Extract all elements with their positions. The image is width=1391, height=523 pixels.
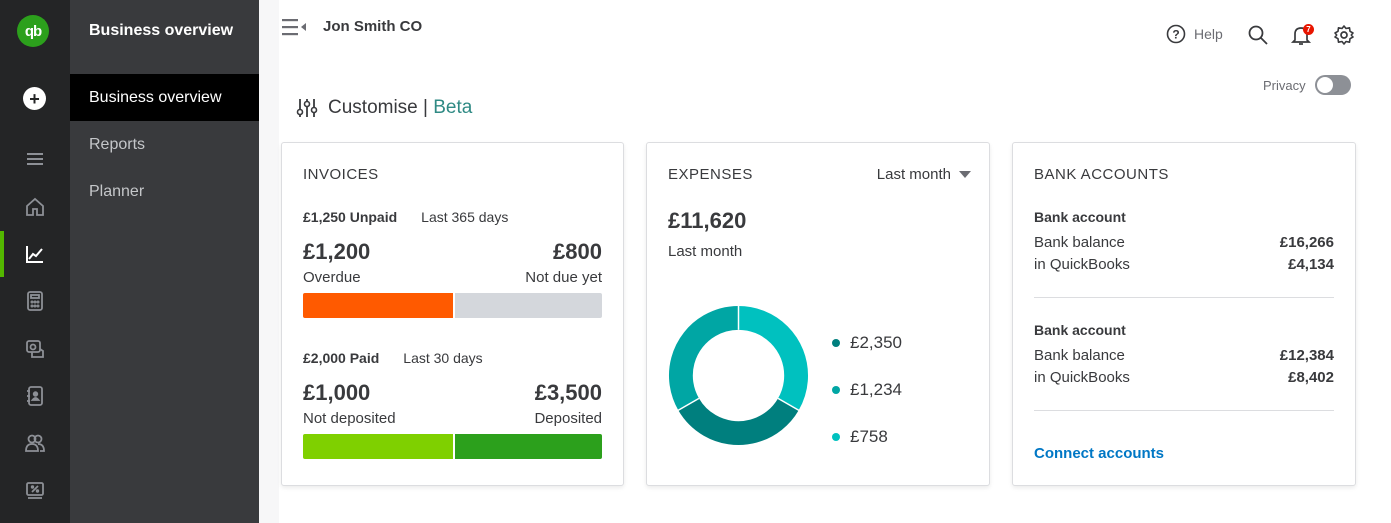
unpaid-bar[interactable]: [303, 293, 602, 318]
card-title: EXPENSES: [668, 166, 753, 183]
sliders-icon: [296, 99, 318, 117]
not-due-segment[interactable]: [454, 293, 602, 318]
not-deposited-segment[interactable]: [303, 434, 453, 459]
overdue-segment[interactable]: [303, 293, 453, 318]
donut-legend: £2,350 £1,234 £758: [832, 319, 902, 460]
expenses-total-label: Last month: [668, 243, 743, 260]
privacy-control: Privacy: [1263, 75, 1351, 95]
legend-value: £2,350: [850, 332, 902, 352]
users-icon[interactable]: [0, 420, 70, 466]
qb-balance-label: in QuickBooks: [1034, 369, 1130, 386]
content-gutter: [259, 0, 279, 523]
legend-item: £1,234: [832, 366, 902, 413]
card-title: INVOICES: [303, 166, 379, 183]
expenses-donut-chart[interactable]: [667, 304, 810, 447]
chart-icon[interactable]: [0, 231, 70, 277]
subnav-item-reports[interactable]: Reports: [89, 135, 146, 153]
deposited-label: Deposited: [534, 410, 602, 427]
paid-period: Last 30 days: [403, 350, 483, 366]
bank-accounts-card[interactable]: BANK ACCOUNTS Bank account Bank balance …: [1012, 142, 1356, 486]
legend-item: £758: [832, 413, 902, 460]
bank-balance-row: Bank balance £12,384: [1034, 347, 1334, 364]
bank-balance-row: Bank balance £16,266: [1034, 234, 1334, 251]
notification-badge: 7: [1303, 24, 1314, 35]
help-icon: ?: [1166, 24, 1186, 44]
qb-balance-value: £4,134: [1288, 256, 1334, 273]
secondary-nav: Business overview Business overview Repo…: [70, 0, 259, 523]
quickbooks-logo[interactable]: qb: [17, 15, 49, 47]
period-value: Last month: [876, 166, 951, 183]
contacts-icon[interactable]: [0, 373, 70, 419]
search-icon[interactable]: [1247, 24, 1269, 46]
paid-summary: £2,000 Paid: [303, 350, 380, 366]
qb-balance-row: in QuickBooks £8,402: [1034, 369, 1334, 386]
subnav-item-business-overview[interactable]: Business overview: [70, 74, 259, 121]
connect-accounts-link[interactable]: Connect accounts: [1034, 445, 1165, 462]
caret-down-icon: [959, 171, 971, 178]
tax-icon[interactable]: [0, 468, 70, 514]
deposited-amount: £3,500: [534, 380, 602, 405]
beta-label: Beta: [433, 97, 473, 118]
receipt-icon[interactable]: [0, 326, 70, 372]
period-dropdown[interactable]: Last month: [877, 166, 971, 183]
help-label: Help: [1194, 26, 1223, 42]
new-button[interactable]: +: [23, 87, 46, 110]
unpaid-period: Last 365 days: [421, 209, 509, 225]
legend-item: £2,350: [832, 319, 902, 366]
toggle-knob: [1315, 76, 1334, 94]
nav-section-title: Business overview: [89, 22, 234, 39]
privacy-toggle[interactable]: [1314, 75, 1351, 95]
legend-dot: [832, 338, 840, 347]
collapse-menu-icon[interactable]: [281, 17, 309, 37]
overdue-amount: £1,200: [303, 239, 371, 264]
not-deposited-label: Not deposited: [303, 410, 396, 427]
company-name: Jon Smith CO: [323, 18, 423, 35]
help-button[interactable]: ? Help: [1166, 24, 1223, 44]
qb-balance-row: in QuickBooks £4,134: [1034, 256, 1334, 273]
bank-balance-value: £16,266: [1279, 234, 1334, 251]
legend-dot: [832, 432, 840, 441]
account-name[interactable]: Bank account: [1034, 322, 1126, 338]
divider: [1034, 410, 1334, 411]
main-content: Jon Smith CO ? Help 7 Privacy Customise …: [259, 0, 1391, 523]
home-icon[interactable]: [0, 184, 70, 230]
privacy-label: Privacy: [1263, 77, 1306, 93]
customise-label: Customise: [328, 97, 418, 118]
svg-text:?: ?: [1172, 28, 1179, 42]
not-deposited-amount: £1,000: [303, 380, 371, 405]
legend-value: £1,234: [850, 379, 902, 399]
icon-rail: qb +: [0, 0, 70, 523]
invoices-card[interactable]: INVOICES £1,250 Unpaid Last 365 days £1,…: [281, 142, 624, 486]
overdue-label: Overdue: [303, 269, 361, 286]
legend-dot: [832, 385, 840, 394]
qb-balance-value: £8,402: [1288, 369, 1334, 386]
divider: [1034, 297, 1334, 298]
gear-icon[interactable]: [1333, 24, 1355, 46]
paid-bar[interactable]: [303, 434, 602, 459]
not-due-amount: £800: [553, 239, 602, 264]
expenses-total: £11,620: [668, 208, 747, 233]
customise-button[interactable]: Customise | Beta: [296, 97, 472, 119]
expenses-card[interactable]: EXPENSES Last month £11,620 Last month £…: [646, 142, 990, 486]
account-name[interactable]: Bank account: [1034, 209, 1126, 225]
unpaid-summary: £1,250 Unpaid: [303, 209, 398, 225]
calculator-icon[interactable]: [0, 278, 70, 324]
menu-icon[interactable]: [0, 136, 70, 182]
bank-balance-label: Bank balance: [1034, 347, 1125, 364]
deposited-segment[interactable]: [454, 434, 602, 459]
qb-balance-label: in QuickBooks: [1034, 256, 1130, 273]
bank-balance-label: Bank balance: [1034, 234, 1125, 251]
card-title: BANK ACCOUNTS: [1034, 166, 1169, 183]
legend-value: £758: [850, 426, 888, 446]
not-due-label: Not due yet: [525, 269, 602, 286]
active-indicator: [0, 231, 4, 277]
bank-balance-value: £12,384: [1279, 347, 1334, 364]
separator: |: [423, 97, 428, 118]
subnav-item-planner[interactable]: Planner: [89, 182, 145, 200]
